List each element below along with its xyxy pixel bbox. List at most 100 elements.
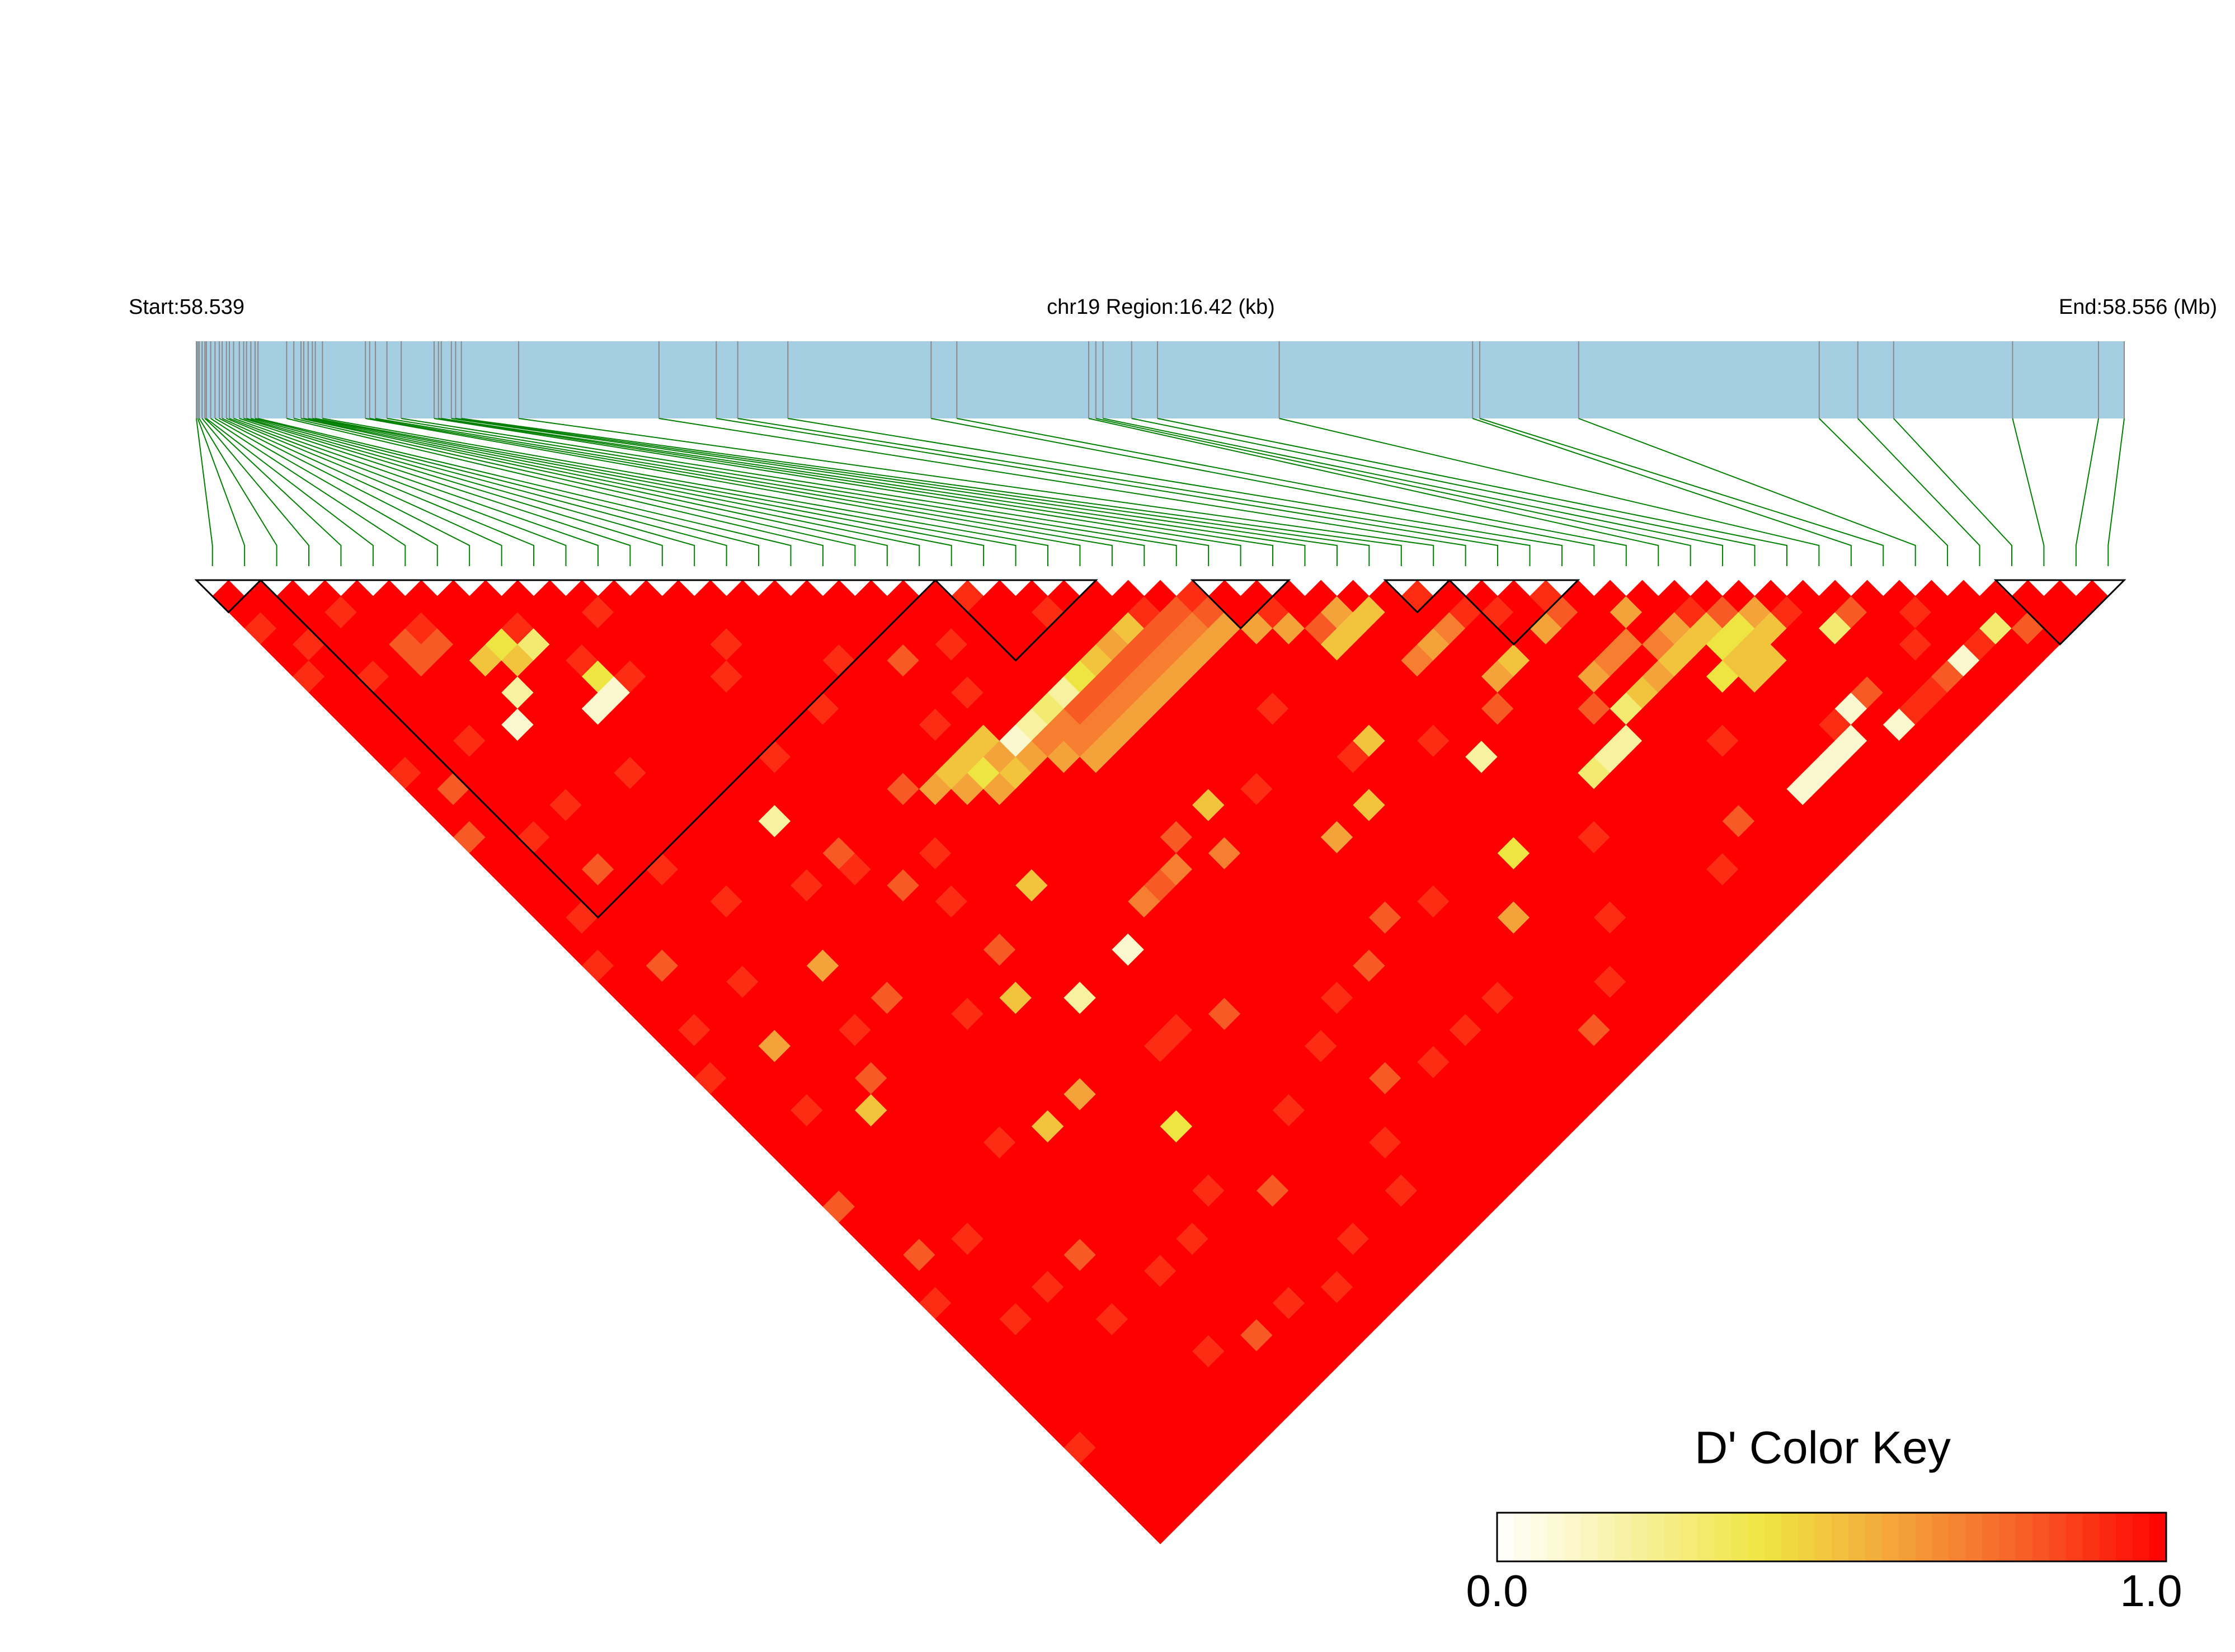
start-label: Start:58.539	[129, 295, 244, 319]
color-key-swatch	[1614, 1513, 1631, 1561]
snp-connector	[293, 418, 856, 566]
color-key-swatch	[2015, 1513, 2033, 1561]
color-key-min-label: 0.0	[1466, 1566, 1528, 1616]
color-key-swatch	[1714, 1513, 1732, 1561]
color-key-swatch	[1999, 1513, 2016, 1561]
snp-connector	[2107, 418, 2125, 566]
snp-connector	[2075, 418, 2100, 566]
color-key-swatch	[1765, 1513, 1782, 1561]
color-key-swatch	[1497, 1513, 1514, 1561]
color-key-swatch	[2032, 1513, 2050, 1561]
color-key-swatch	[1949, 1513, 1966, 1561]
snp-connector	[461, 418, 1402, 566]
color-key-swatch	[1513, 1513, 1531, 1561]
snp-connector	[222, 418, 502, 566]
snp-connector	[197, 418, 246, 566]
color-key-swatch	[2049, 1513, 2067, 1561]
snp-connector	[201, 418, 310, 566]
color-key-swatch	[2082, 1513, 2100, 1561]
snp-connector	[1578, 418, 1916, 566]
snp-connector	[1095, 418, 1691, 566]
snp-connector	[658, 418, 1466, 566]
color-key-swatch	[1865, 1513, 1883, 1561]
snp-connector	[931, 418, 1595, 566]
color-key-swatch	[1965, 1513, 1983, 1561]
snp-connector	[441, 418, 1306, 566]
color-key-swatch	[1881, 1513, 1899, 1561]
snp-connector	[1279, 418, 1820, 566]
color-key-swatch	[1832, 1513, 1849, 1561]
snp-connector	[438, 418, 1274, 566]
snp-connector	[210, 418, 406, 566]
color-key-swatch	[1915, 1513, 1932, 1561]
color-key-swatch	[1681, 1513, 1698, 1561]
snp-connector	[1103, 418, 1724, 566]
color-key-swatch	[1697, 1513, 1715, 1561]
snp-connector	[226, 418, 535, 566]
snp-connector	[1819, 418, 1949, 566]
snp-connector	[1857, 418, 1980, 566]
snp-connector	[455, 418, 1370, 566]
color-key-swatch	[1932, 1513, 1949, 1561]
snp-connector	[788, 418, 1563, 566]
snp-connector	[246, 418, 695, 566]
haplotype-block	[194, 579, 263, 614]
snp-connector	[387, 418, 1177, 566]
color-key-swatch	[1848, 1513, 1866, 1561]
snp-connector	[957, 418, 1627, 566]
color-key-swatch	[1664, 1513, 1682, 1561]
snp-connector	[1479, 418, 1884, 566]
haplotype-block	[1190, 579, 1291, 630]
snp-connector	[716, 418, 1499, 566]
snp-connector	[206, 418, 374, 566]
snp-connector	[219, 418, 470, 566]
snp-connector	[251, 418, 727, 566]
snp-connector	[322, 418, 1048, 566]
color-key-swatch	[1547, 1513, 1565, 1561]
snp-connector	[308, 418, 952, 566]
color-key-swatch	[1982, 1513, 1999, 1561]
snp-connector	[1131, 418, 1756, 566]
snp-connector	[434, 418, 1241, 566]
color-key-swatch	[1748, 1513, 1765, 1561]
haplotype-block	[933, 579, 1098, 662]
snp-connector	[286, 418, 824, 566]
color-key-swatch	[2133, 1513, 2150, 1561]
snp-connector	[300, 418, 888, 566]
snp-connector	[257, 418, 792, 566]
color-key-swatch	[1898, 1513, 1916, 1561]
snp-connector	[312, 418, 985, 566]
snp-connector	[2012, 418, 2045, 566]
snp-connector	[518, 418, 1434, 566]
color-key-swatch	[1530, 1513, 1548, 1561]
color-key-swatch	[1798, 1513, 1815, 1561]
snp-connector	[239, 418, 631, 566]
color-key-swatch	[1597, 1513, 1615, 1561]
snp-connector	[1472, 418, 1852, 566]
color-key-max-label: 1.0	[2120, 1566, 2182, 1616]
gene-bar	[196, 341, 2124, 418]
snp-connector	[1157, 418, 1787, 566]
snp-connector	[369, 418, 1113, 566]
color-key-title: D' Color Key	[1695, 1423, 1951, 1474]
end-label: End:58.556 (Mb)	[2059, 295, 2217, 319]
snp-connector	[204, 418, 342, 566]
snp-connector	[233, 418, 599, 566]
snp-connector	[199, 418, 277, 566]
snp-connector	[196, 418, 213, 566]
color-key-swatch	[1580, 1513, 1598, 1561]
color-key-swatch	[2065, 1513, 2083, 1561]
color-key-swatch	[2116, 1513, 2133, 1561]
snp-connector	[401, 418, 1210, 566]
color-key-swatch	[2149, 1513, 2167, 1561]
haplotype-block	[1993, 579, 2126, 646]
haplotype-block	[1383, 579, 1452, 614]
snp-connector	[737, 418, 1531, 566]
color-key-swatch	[1648, 1513, 1665, 1561]
snp-connector	[255, 418, 760, 566]
haplotype-block	[258, 579, 938, 919]
snp-connector	[1893, 418, 2012, 566]
color-key-swatch	[1631, 1513, 1648, 1561]
snp-connector	[451, 418, 1338, 566]
snp-connector	[303, 418, 920, 566]
